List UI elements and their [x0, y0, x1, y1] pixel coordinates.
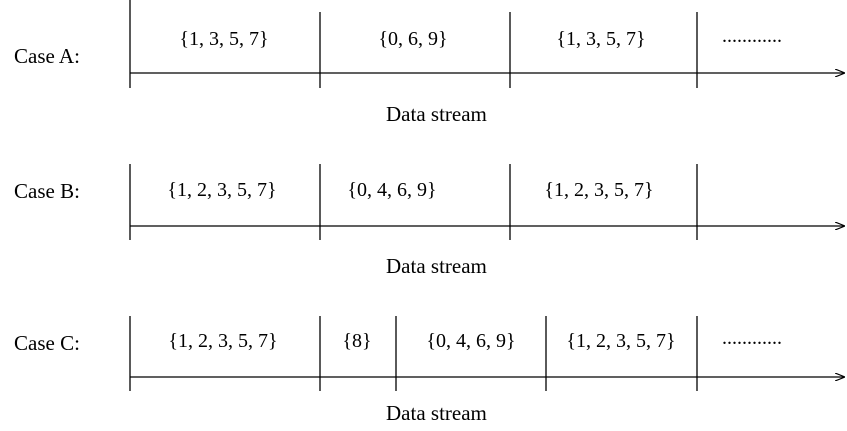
case-b-set-3: {1, 2, 3, 5, 7}	[544, 179, 654, 201]
case-c-caption: Data stream	[386, 401, 487, 425]
case-b-caption: Data stream	[386, 254, 487, 278]
case-c-set-1: {1, 2, 3, 5, 7}	[168, 330, 278, 352]
case-a-stream	[129, 0, 844, 88]
case-c-set-3: {0, 4, 6, 9}	[426, 330, 516, 352]
case-c-set-4: {1, 2, 3, 5, 7}	[566, 330, 676, 352]
case-a-label: Case A:	[14, 44, 80, 68]
case-b-stream	[129, 164, 844, 240]
case-c-stream	[129, 316, 844, 391]
case-a-caption: Data stream	[386, 102, 487, 126]
case-a-set-1: {1, 3, 5, 7}	[179, 28, 269, 50]
case-c-label: Case C:	[14, 331, 80, 355]
case-a-set-3: {1, 3, 5, 7}	[556, 28, 646, 50]
case-b-set-1: {1, 2, 3, 5, 7}	[167, 179, 277, 201]
case-b-label: Case B:	[14, 179, 80, 203]
case-a-set-2: {0, 6, 9}	[378, 28, 448, 50]
case-b-set-2: {0, 4, 6, 9}	[347, 179, 437, 201]
case-c-continuation: ............	[722, 327, 782, 349]
case-c-set-2: {8}	[342, 330, 372, 352]
case-a-continuation: ............	[722, 25, 782, 47]
